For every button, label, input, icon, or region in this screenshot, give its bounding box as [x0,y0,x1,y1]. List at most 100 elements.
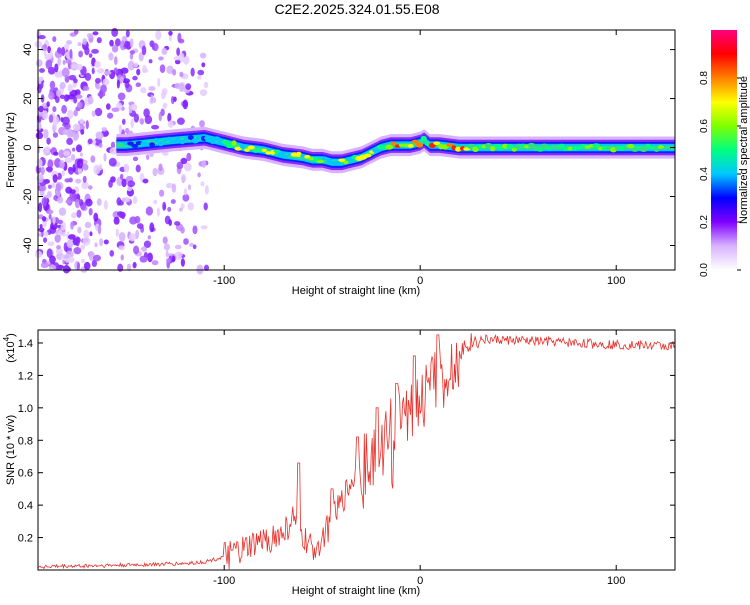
spectrogram-speckle [71,212,78,219]
ridge-blob [403,143,410,148]
spectrogram-speckle [121,197,126,203]
spectrogram-speckle [45,166,53,172]
y-tick-label: 0.2 [18,533,33,545]
ridge-blob [131,143,139,148]
spectrogram-speckle [62,232,66,237]
spectrogram-speckle [57,49,64,55]
spectrogram-speckle [65,267,72,272]
spectrogram-speckle [69,48,73,59]
spectrogram-speckle [77,167,82,175]
spectrogram-speckle [82,85,90,91]
spectrogram-speckle [76,63,83,71]
ridge-blob [420,135,427,141]
spectrogram-speckle [118,245,125,251]
ridge-blob [283,154,289,160]
spectrogram-speckle [115,161,121,167]
spectrogram-speckle [132,75,138,81]
spectrogram-speckle [178,82,185,92]
ridge-blob [597,146,604,151]
spectrogram-speckle [81,181,89,190]
ridge-blob [149,142,156,147]
y-tick-label: -20 [22,189,34,205]
spectrogram-speckle [153,199,158,205]
spectrogram-speckle [94,242,98,248]
spectrogram-speckle [81,258,86,264]
spectrogram-speckle [51,182,56,189]
spectrogram-speckle [98,163,103,171]
y-tick-label: 0.4 [18,500,33,512]
spectrogram-speckle [199,52,207,59]
spectrogram-speckle [139,118,145,125]
spectrogram-speckle [71,64,78,69]
spectrogram-speckle [67,234,76,240]
spectrogram-speckle [63,254,70,259]
bottom-x-axis-label: Height of straight line (km) [292,585,420,597]
ridge-blob [493,143,501,148]
spectrogram-speckle [77,101,83,109]
spectrogram-speckle [142,64,147,74]
ridge-blob [239,144,246,149]
figure-title: C2E2.2025.324.01.55.E08 [274,1,439,17]
spectrogram-speckle [45,209,54,215]
ridge-blob [567,146,574,151]
spectrogram-speckle [47,184,52,189]
ridge-blob [346,158,355,162]
spectrogram-speckle [99,238,104,247]
spectrogram-speckle [48,213,52,220]
spectrogram-speckle [185,83,192,91]
spectrogram-speckle [192,225,198,235]
spectrogram-speckle [180,203,185,209]
spectrogram-speckle [76,159,84,169]
snr-frame [37,329,676,571]
spectrogram-speckle [108,179,113,188]
colorbar-tick-label: 0.4 [699,167,710,181]
spectrogram-speckle [82,159,88,166]
ridge-blob [247,145,255,150]
spectrogram-speckle [133,113,140,123]
spectrogram-speckle [63,150,71,157]
spectrogram-speckle [47,241,55,247]
spectrogram-speckle [113,56,118,66]
spectrogram-speckle [61,67,70,78]
spectrogram-speckle [170,199,176,204]
y-tick-label: 40 [22,43,34,55]
spectrogram-speckle [82,163,89,171]
y-tick-label: -40 [22,238,34,254]
y-multiplier-exponent: 4 [2,336,11,341]
spectrogram-speckle [108,157,117,167]
bottom-y-ticks: 0.2 0.4 0.6 0.8 1.0 1.2 1.4 [18,338,675,545]
spectrogram-speckle [38,232,42,237]
ridge-blob [179,139,185,145]
ridge-blob [363,153,372,158]
spectrogram-speckle [160,108,165,117]
spectrogram-speckle [144,115,153,125]
spectrogram-speckle [64,43,70,50]
spectrogram-speckle [168,30,173,36]
ridge-blob [645,143,651,148]
spectrogram-speckle [66,239,74,249]
ridge-blob [537,147,544,152]
ridge-blob [191,137,199,144]
spectrogram-speckle [56,244,61,250]
spectrogram-speckle [115,228,120,238]
spectrogram-speckle [128,233,137,242]
ridge-blob [653,146,660,152]
spectrogram-speckle [46,248,53,259]
spectrogram-speckle [91,48,99,54]
spectrogram-speckle [96,37,102,44]
ridge-blob [265,151,272,155]
bottom-x-ticks: -100 0 100 [213,330,625,587]
spectrogram-speckle [37,35,46,40]
spectrogram-speckle [93,212,99,222]
spectrogram-speckle [116,197,122,206]
spectrogram-speckle [203,81,209,89]
spectrogram-speckle [151,260,159,266]
spectrogram-speckle [110,141,116,149]
spectrogram-speckle [174,59,181,65]
spectrogram-speckle [132,196,138,204]
spectrogram-speckle [142,178,149,184]
ridge-blob [408,143,414,148]
ridge-blob [321,156,328,161]
spectrogram-speckle [98,142,103,149]
spectrogram-speckle [87,96,94,105]
